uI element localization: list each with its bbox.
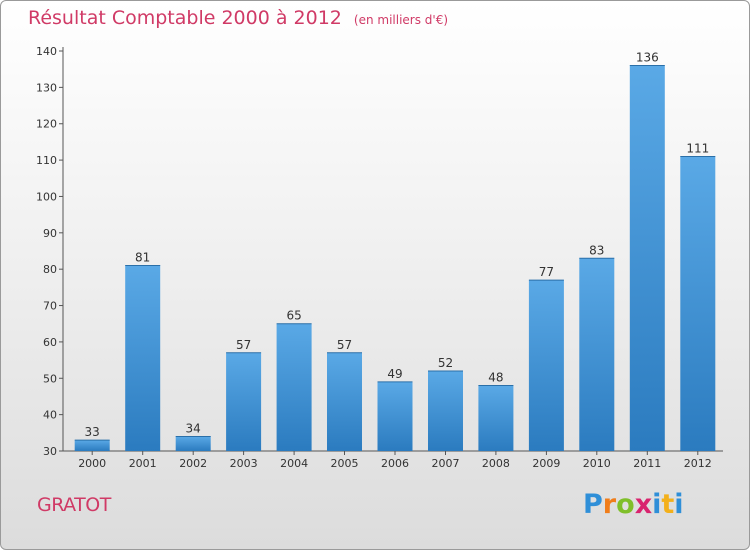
value-label-2005: 57 (337, 338, 352, 352)
bar-2002 (175, 436, 211, 451)
x-tick-label-2004: 2004 (280, 457, 308, 470)
bar-2006 (377, 381, 413, 451)
logo-letter: i (652, 489, 662, 520)
x-tick-label-2001: 2001 (129, 457, 157, 470)
bar-2010 (579, 258, 615, 451)
commune-name: GRATOT (37, 494, 111, 516)
logo-letter: o (616, 489, 635, 520)
bar-2004 (276, 323, 312, 451)
y-tick-label: 50 (43, 372, 57, 385)
value-label-2004: 65 (286, 309, 301, 323)
x-tick-label-2006: 2006 (381, 457, 409, 470)
x-tick-label-2012: 2012 (684, 457, 712, 470)
y-tick-label: 40 (43, 409, 57, 422)
proxiti-logo: Proxiti (583, 489, 684, 520)
bar-2012 (680, 156, 716, 451)
logo-letter: r (602, 489, 617, 520)
x-tick-label-2005: 2005 (331, 457, 359, 470)
logo-letter: P (583, 489, 603, 520)
x-tick-label-2008: 2008 (482, 457, 510, 470)
y-tick-label: 90 (43, 227, 57, 240)
value-label-2007: 52 (438, 356, 453, 370)
value-label-2010: 83 (589, 243, 604, 257)
value-label-2000: 33 (85, 425, 100, 439)
y-tick-label: 80 (43, 263, 57, 276)
bar-2000 (74, 440, 110, 451)
bar-2008 (478, 385, 514, 451)
bar-2005 (327, 352, 362, 451)
y-tick-label: 30 (43, 445, 57, 458)
bar-2003 (226, 352, 262, 451)
value-label-2003: 57 (236, 338, 251, 352)
logo-letter: i (674, 489, 684, 520)
value-label-2002: 34 (186, 422, 201, 436)
y-tick-label: 130 (36, 81, 57, 94)
y-tick-label: 140 (36, 45, 57, 58)
x-tick-label-2002: 2002 (179, 457, 207, 470)
value-label-2011: 136 (636, 51, 659, 65)
x-tick-label-2007: 2007 (432, 457, 460, 470)
bar-2001 (125, 265, 161, 451)
x-tick-label-2000: 2000 (78, 457, 106, 470)
logo-letter: x (634, 489, 653, 520)
x-tick-label-2010: 2010 (583, 457, 611, 470)
y-tick-label: 70 (43, 300, 57, 313)
bar-2009 (528, 280, 564, 451)
chart-title-text: Résultat Comptable 2000 à 2012 (28, 7, 342, 29)
value-label-2012: 111 (686, 142, 709, 156)
y-tick-label: 100 (36, 190, 57, 203)
x-tick-label-2003: 2003 (230, 457, 258, 470)
y-tick-label: 110 (36, 154, 57, 167)
value-label-2006: 49 (387, 367, 402, 381)
chart-title: Résultat Comptable 2000 à 2012 (en millie… (28, 7, 448, 29)
value-label-2009: 77 (539, 265, 554, 279)
value-label-2008: 48 (488, 371, 503, 385)
x-tick-label-2011: 2011 (633, 457, 661, 470)
value-label-2001: 81 (135, 251, 150, 265)
y-tick-label: 120 (36, 118, 57, 131)
logo-letter: t (661, 489, 675, 520)
bar-2011 (629, 65, 665, 451)
chart-unit: (en milliers d'€) (353, 13, 449, 27)
y-tick-label: 60 (43, 336, 57, 349)
x-tick-label-2009: 2009 (532, 457, 560, 470)
bar-2007 (428, 371, 463, 451)
